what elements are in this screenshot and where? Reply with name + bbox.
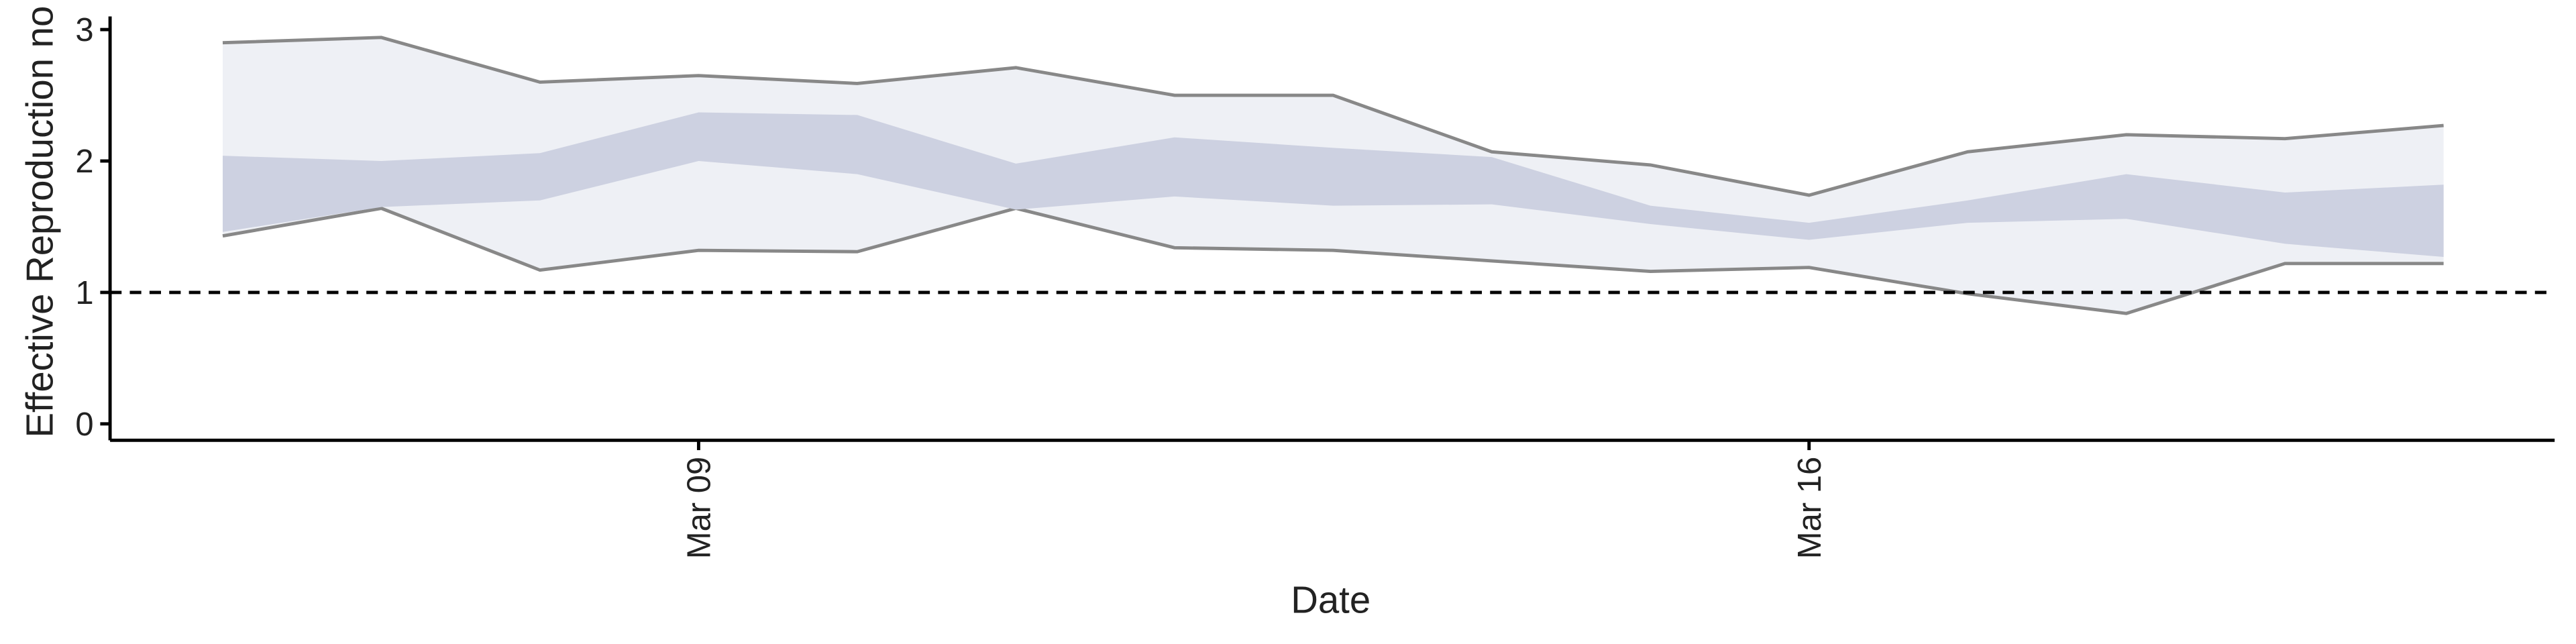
ribbon [222, 112, 2444, 258]
upper-line [222, 36, 2444, 197]
lower-line [222, 206, 2444, 315]
y-tick-label: 0 [75, 407, 93, 443]
y-axis-label: Effective Reproduction no [18, 6, 60, 438]
y-tick-label: 3 [75, 12, 93, 48]
y-tick-label: 1 [75, 275, 93, 311]
x-tick-label: Mar 09 [682, 457, 718, 559]
x-axis-label: Date [1291, 578, 1371, 621]
y-tick-label: 2 [75, 144, 93, 180]
x-tick-label: Mar 16 [1792, 457, 1828, 559]
